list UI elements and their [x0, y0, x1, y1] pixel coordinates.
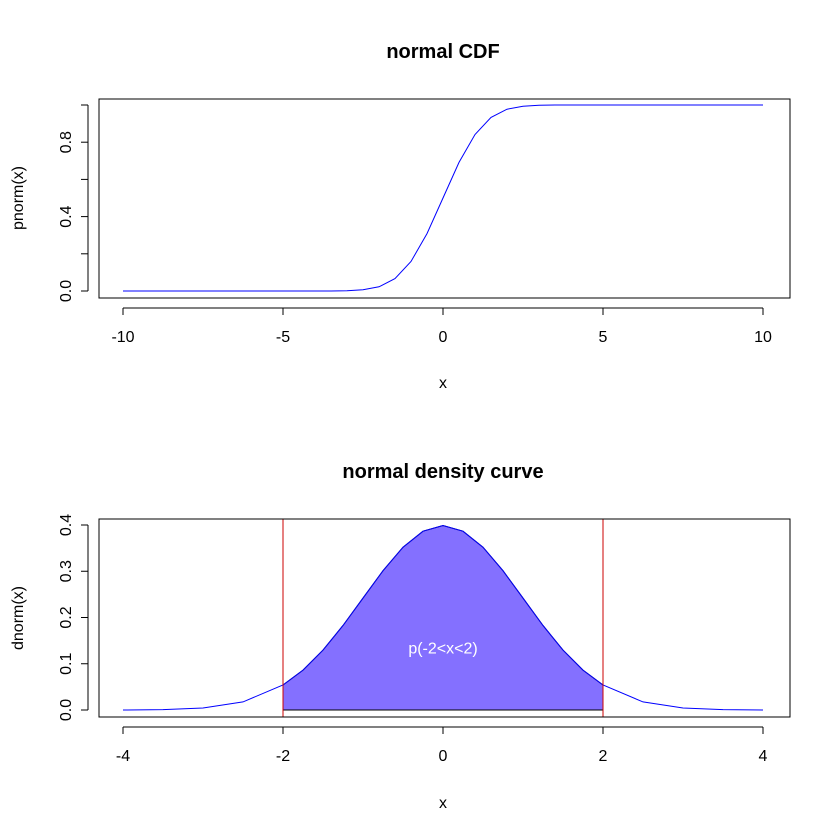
x-tick-label: -10: [111, 329, 134, 346]
density-plot-frame: [98, 518, 791, 718]
x-tick-label: 0: [439, 748, 448, 765]
x-tick-label: 0: [439, 329, 448, 346]
shaded-probability-area: [282, 524, 604, 711]
x-tick-label: 5: [599, 329, 608, 346]
x-tick-label: -2: [276, 748, 290, 765]
x-tick-label: -5: [276, 329, 290, 346]
density-x-axis-title: x: [439, 795, 447, 812]
density-panel: normal density curve p(-2<x<2) -4 -2 0 2 4 0…: [10, 461, 791, 812]
y-tick-label: 0.2: [58, 606, 75, 628]
cdf-x-axis: -10 -5 0 5 10: [111, 307, 772, 346]
x-tick-label: 4: [759, 748, 768, 765]
probability-annotation: p(-2<x<2): [408, 641, 477, 658]
y-tick-label: 0.3: [58, 560, 75, 582]
y-tick-label: 0.0: [58, 699, 75, 721]
boundary-lines: [282, 519, 604, 717]
cdf-title: normal CDF: [386, 41, 499, 63]
cdf-x-axis-title: x: [439, 375, 447, 392]
y-tick-label: 0.4: [58, 205, 75, 227]
cdf-panel: normal CDF -10 -5 0 5 10 0.0 0.4 0.8 x pnorm(x…: [10, 41, 791, 392]
density-title: normal density curve: [342, 461, 543, 483]
y-tick-label: 0.8: [58, 131, 75, 153]
y-tick-label: 0.4: [58, 514, 75, 536]
density-y-axis: 0.0 0.1 0.2 0.3 0.4: [58, 514, 89, 721]
x-tick-label: 2: [599, 748, 608, 765]
cdf-plot-frame: [98, 98, 791, 299]
y-tick-label: 0.0: [58, 280, 75, 302]
y-tick-label: 0.1: [58, 653, 75, 675]
cdf-line: [123, 104, 763, 292]
cdf-y-axis: 0.0 0.4 0.8: [58, 104, 89, 302]
density-x-axis: -4 -2 0 2 4: [116, 726, 768, 765]
cdf-y-axis-title: pnorm(x): [10, 166, 27, 230]
x-tick-label: 10: [754, 329, 772, 346]
density-y-axis-title: dnorm(x): [10, 586, 27, 650]
x-tick-label: -4: [116, 748, 130, 765]
